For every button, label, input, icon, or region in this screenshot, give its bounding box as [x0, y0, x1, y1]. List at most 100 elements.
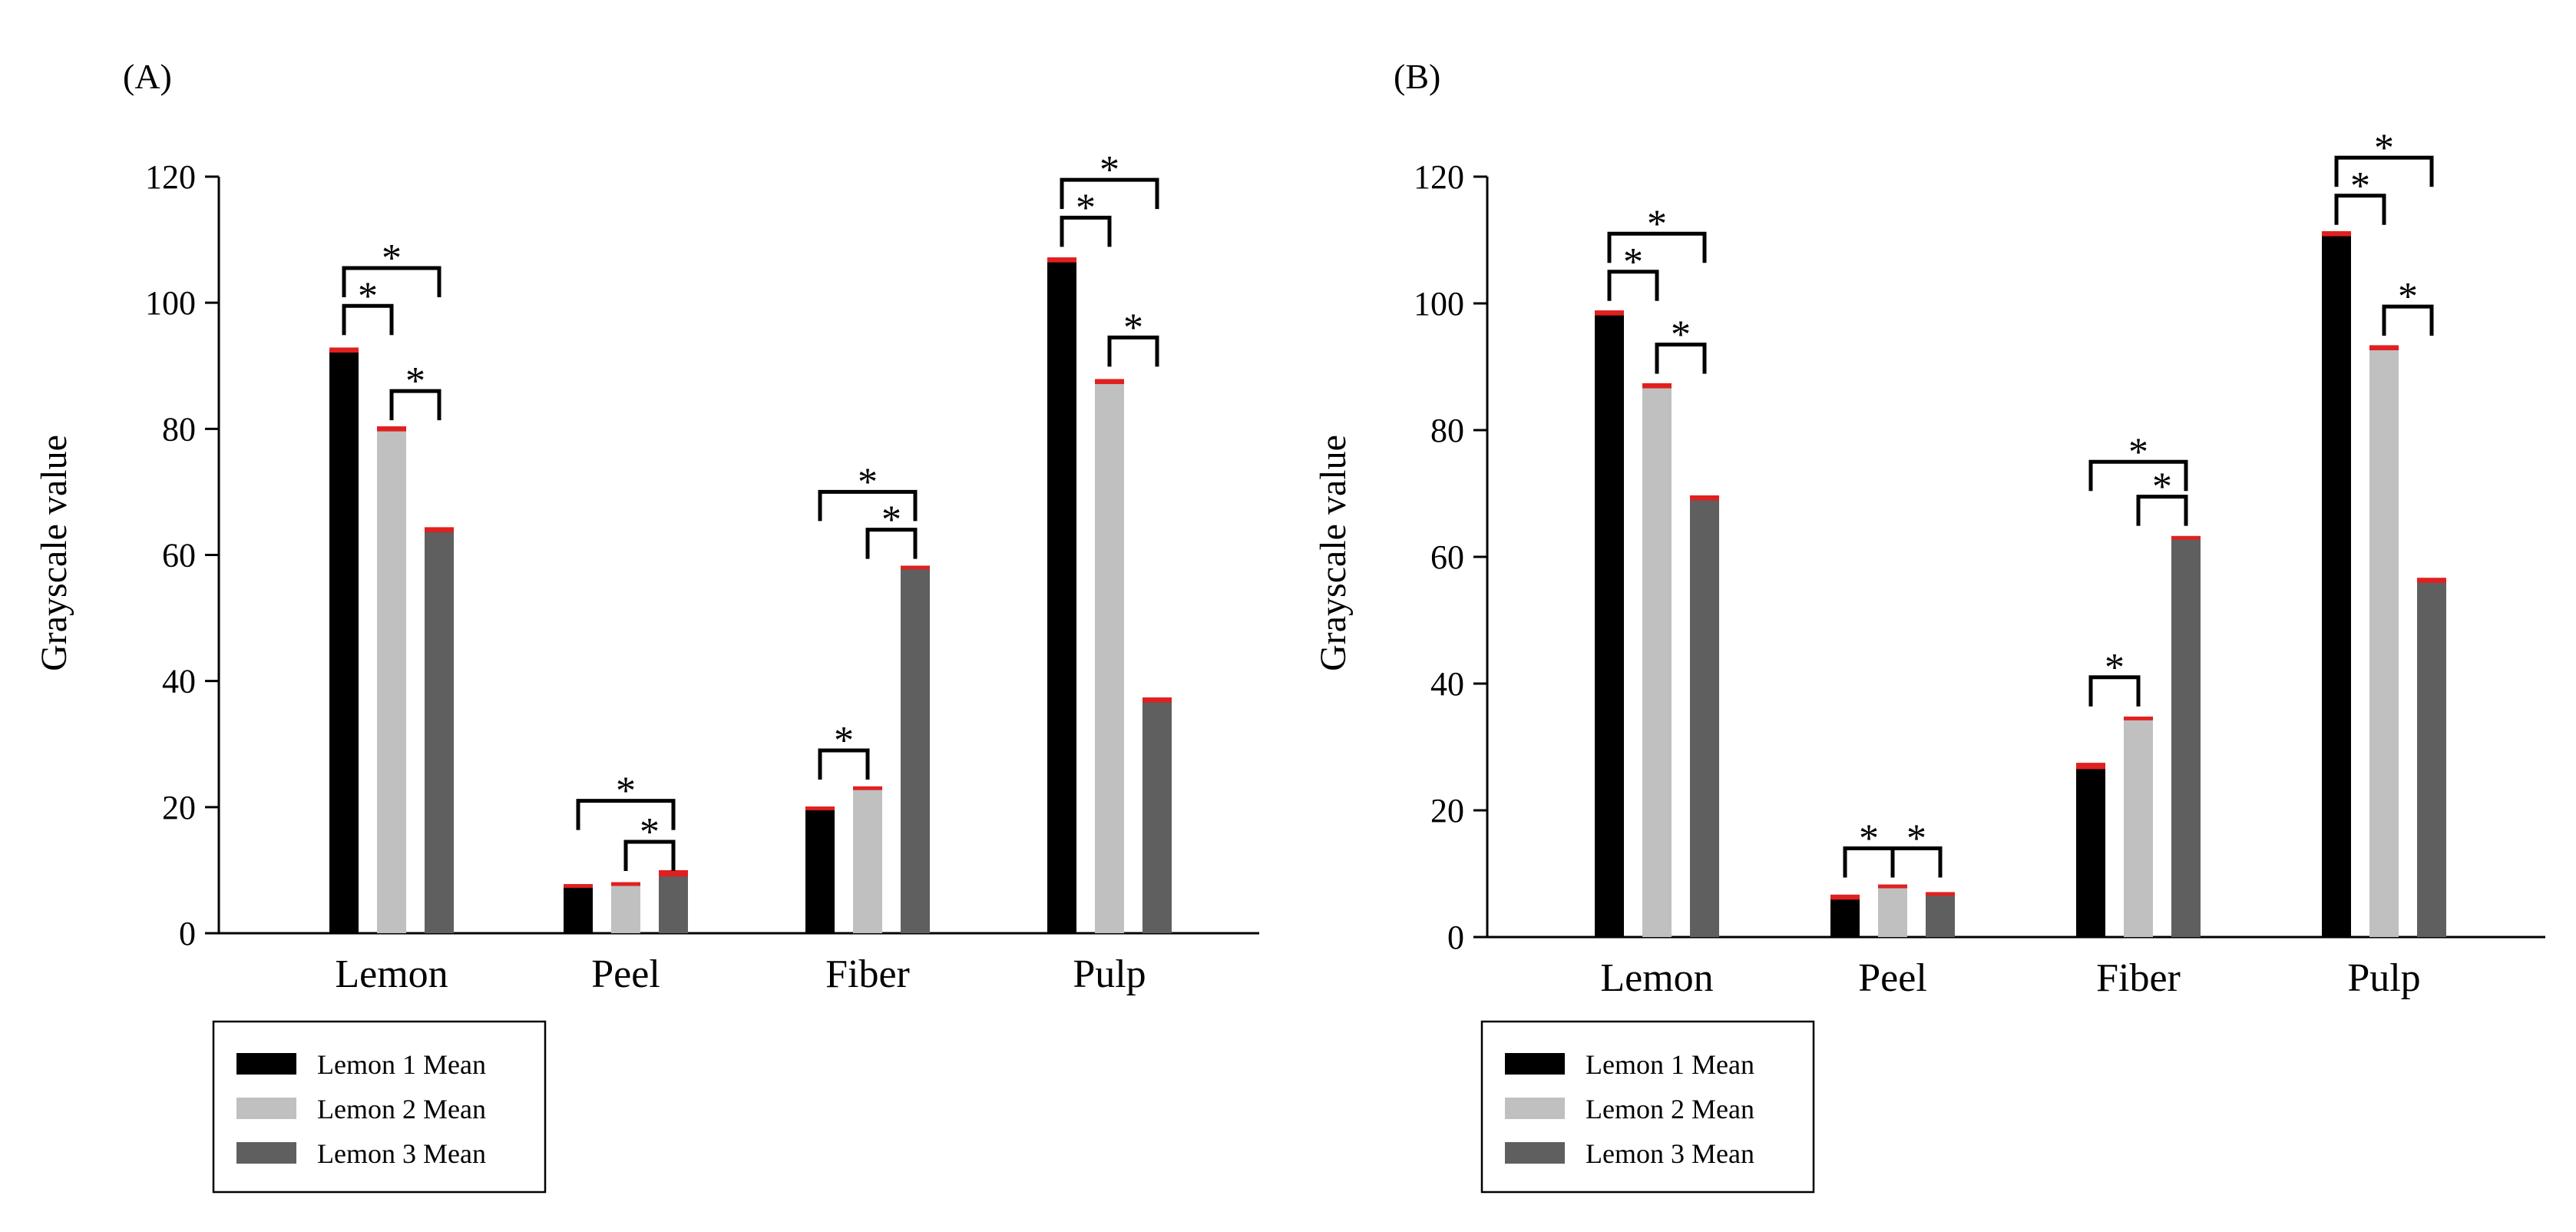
significance-bracket [1890, 846, 1943, 878]
error-bar-fiber-series-3 [2171, 535, 2201, 540]
bar-fiber-series-1 [805, 808, 835, 933]
error-bar-pulp-series-2 [2369, 345, 2399, 351]
legend-label-series-3: Lemon 3 Mean [1586, 1138, 1754, 1169]
significance-star: * [2374, 126, 2394, 170]
bar-fiber-series-3 [2171, 538, 2201, 937]
error-bar-peel-series-2 [1878, 884, 1907, 889]
significance-star: * [2128, 430, 2148, 474]
error-bar-peel-series-3 [1926, 892, 1955, 896]
y-tick-label: 40 [162, 663, 196, 700]
significance-star: * [1647, 202, 1667, 246]
y-tick-label: 80 [162, 410, 196, 448]
significance-star: * [640, 810, 660, 854]
y-tick-label: 100 [145, 284, 196, 322]
legend-label-series-2: Lemon 2 Mean [317, 1094, 486, 1124]
x-tick-label-peel: Peel [1858, 956, 1927, 1000]
significance-star: * [1623, 240, 1643, 284]
error-bar-lemon-series-1 [329, 347, 359, 353]
bar-peel-series-1 [1830, 897, 1860, 937]
bar-fiber-series-1 [2076, 766, 2105, 937]
x-tick-label-lemon: Lemon [1600, 956, 1713, 1000]
significance-star: * [881, 498, 901, 542]
y-tick-label: 60 [162, 537, 196, 575]
error-bar-pulp-series-1 [1047, 257, 1076, 263]
significance-star: * [1100, 148, 1119, 192]
legend-label-series-1: Lemon 1 Mean [1586, 1049, 1754, 1080]
bar-lemon-series-1 [329, 349, 359, 934]
y-tick-label: 120 [145, 158, 196, 196]
error-bar-pulp-series-3 [1143, 697, 1172, 703]
bar-pulp-series-1 [2322, 233, 2351, 937]
y-tick-label: 100 [1414, 285, 1464, 323]
legend-swatch-series-1 [236, 1053, 296, 1075]
significance-bracket [2136, 495, 2188, 526]
bar-peel-series-2 [1878, 886, 1907, 937]
bar-pulp-series-2 [2369, 347, 2399, 937]
bar-peel-series-1 [564, 886, 593, 933]
y-tick-label: 40 [1430, 665, 1464, 703]
significance-star: * [1671, 313, 1691, 357]
error-bar-lemon-series-2 [1642, 383, 1672, 389]
error-bar-peel-series-2 [611, 882, 640, 886]
legend-swatch-series-3 [1505, 1142, 1565, 1164]
y-tick-label: 120 [1414, 158, 1464, 196]
bar-pulp-series-3 [2417, 580, 2446, 937]
y-tick-label: 0 [179, 915, 196, 952]
significance-bracket [2334, 194, 2386, 225]
bar-peel-series-3 [1926, 893, 1955, 937]
significance-bracket [865, 528, 918, 559]
significance-bracket [342, 303, 394, 336]
significance-bracket [342, 266, 441, 298]
significance-star: * [858, 460, 878, 504]
error-bar-pulp-series-1 [2322, 230, 2351, 237]
error-bar-peel-series-1 [1830, 894, 1860, 900]
error-bar-pulp-series-3 [2417, 578, 2446, 583]
significance-star: * [616, 770, 636, 813]
y-tick-label: 0 [1447, 919, 1464, 956]
legend-label-series-3: Lemon 3 Mean [317, 1138, 486, 1169]
significance-bracket [389, 389, 441, 421]
legend-swatch-series-2 [1505, 1098, 1565, 1119]
significance-bracket [623, 840, 676, 871]
bar-lemon-series-3 [1690, 498, 1719, 937]
significance-star: * [1123, 306, 1143, 349]
error-bar-fiber-series-1 [805, 806, 835, 810]
significance-bracket [2382, 304, 2434, 336]
bar-fiber-series-2 [2124, 718, 2153, 937]
y-axis-title: Grayscale value [34, 435, 74, 671]
bar-pulp-series-2 [1095, 381, 1124, 933]
x-tick-label-pulp: Pulp [2347, 956, 2420, 1000]
error-bar-fiber-series-3 [901, 565, 930, 570]
significance-bracket [576, 799, 676, 830]
x-tick-label-pulp: Pulp [1073, 952, 1146, 996]
bar-lemon-series-2 [1642, 386, 1672, 937]
legend-swatch-series-1 [1505, 1053, 1565, 1075]
significance-star: * [834, 719, 854, 763]
x-tick-label-fiber: Fiber [2096, 956, 2181, 1000]
significance-bracket [2334, 155, 2434, 187]
x-tick-label-fiber: Fiber [825, 952, 910, 996]
error-bar-lemon-series-1 [1595, 310, 1624, 316]
significance-star: * [405, 359, 425, 403]
y-tick-label: 80 [1430, 412, 1464, 449]
significance-bracket [1607, 231, 1707, 263]
error-bar-peel-series-3 [659, 869, 688, 877]
error-bar-fiber-series-1 [2076, 763, 2105, 770]
bar-peel-series-3 [659, 873, 688, 933]
panel-label: (A) [123, 57, 172, 96]
error-bar-lemon-series-3 [425, 527, 454, 532]
significance-star: * [2152, 465, 2172, 509]
bar-fiber-series-3 [901, 567, 930, 933]
bar-lemon-series-3 [425, 529, 454, 933]
significance-bracket [2088, 459, 2188, 492]
error-bar-lemon-series-2 [377, 426, 406, 432]
significance-bracket [2088, 675, 2141, 707]
error-bar-pulp-series-2 [1095, 379, 1124, 385]
error-bar-peel-series-1 [564, 883, 593, 888]
x-tick-label-lemon: Lemon [335, 952, 448, 996]
y-tick-label: 60 [1430, 538, 1464, 576]
significance-star: * [2350, 164, 2370, 208]
significance-bracket [1060, 177, 1159, 210]
legend-label-series-1: Lemon 1 Mean [317, 1049, 486, 1080]
